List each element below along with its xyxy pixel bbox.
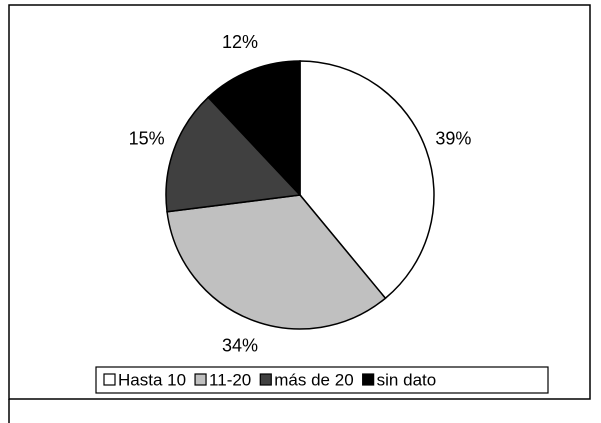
legend-swatch [194,373,207,386]
pie-slice [299,60,435,300]
legend-label: Hasta 10 [118,370,186,389]
data-label: 12% [222,32,258,52]
pie-slice [166,194,387,330]
data-label: 34% [222,335,258,355]
legend-swatch [362,373,375,386]
legend-box [95,366,549,394]
legend-label: 11-20 [209,370,251,389]
data-label: 15% [129,129,165,149]
legend: Hasta 10 11-20 más de 20 sin dato [103,370,437,389]
data-label: 39% [435,129,471,149]
pie-slice [165,96,302,213]
legend-label: más de 20 [274,370,353,389]
legend-swatch [259,373,272,386]
legend-swatch [103,373,116,386]
pie-slice [207,60,301,197]
legend-label: sin dato [377,370,437,389]
